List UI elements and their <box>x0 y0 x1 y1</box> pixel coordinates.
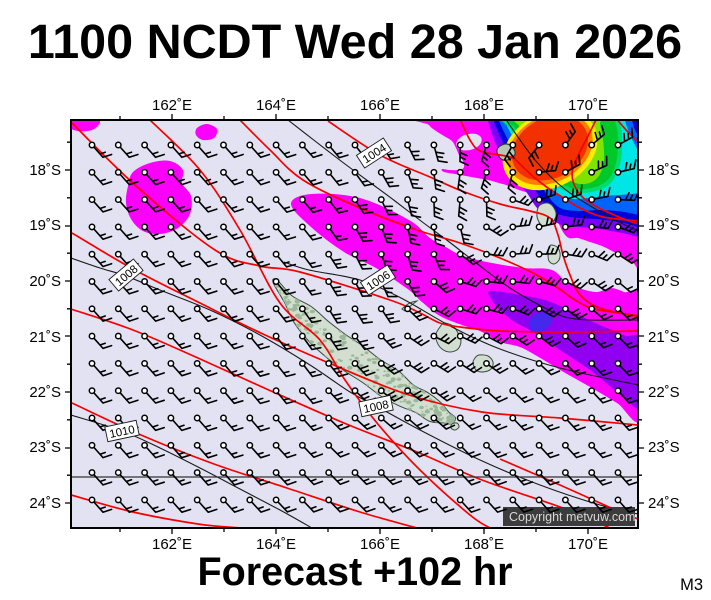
svg-text:24˚S: 24˚S <box>648 495 680 512</box>
svg-text:170˚E: 170˚E <box>568 97 608 114</box>
svg-text:18˚S: 18˚S <box>648 162 680 179</box>
svg-text:22˚S: 22˚S <box>648 384 680 401</box>
svg-text:168˚E: 168˚E <box>464 536 504 553</box>
svg-text:164˚E: 164˚E <box>256 97 296 114</box>
svg-text:23˚S: 23˚S <box>648 439 680 456</box>
svg-text:19˚S: 19˚S <box>648 217 680 234</box>
svg-text:21˚S: 21˚S <box>29 329 61 346</box>
svg-text:21˚S: 21˚S <box>648 329 680 346</box>
svg-text:1008: 1008 <box>363 399 391 416</box>
svg-text:162˚E: 162˚E <box>152 97 192 114</box>
svg-text:23˚S: 23˚S <box>29 439 61 456</box>
svg-text:164˚E: 164˚E <box>256 536 296 553</box>
svg-text:Forecast +102 hr: Forecast +102 hr <box>197 550 512 594</box>
svg-text:20˚S: 20˚S <box>648 273 680 290</box>
svg-text:1100 NCDT Wed 28 Jan 2026: 1100 NCDT Wed 28 Jan 2026 <box>28 15 682 69</box>
svg-text:19˚S: 19˚S <box>29 217 61 234</box>
svg-text:Copyright metvuw.com: Copyright metvuw.com <box>509 510 635 524</box>
svg-text:24˚S: 24˚S <box>29 495 61 512</box>
svg-text:168˚E: 168˚E <box>464 97 504 114</box>
svg-text:18˚S: 18˚S <box>29 162 61 179</box>
svg-text:166˚E: 166˚E <box>360 536 400 553</box>
svg-text:162˚E: 162˚E <box>152 536 192 553</box>
svg-text:170˚E: 170˚E <box>568 536 608 553</box>
svg-text:20˚S: 20˚S <box>29 273 61 290</box>
svg-text:22˚S: 22˚S <box>29 384 61 401</box>
svg-text:1010: 1010 <box>109 424 137 441</box>
svg-text:166˚E: 166˚E <box>360 97 400 114</box>
svg-text:M3: M3 <box>680 576 703 594</box>
